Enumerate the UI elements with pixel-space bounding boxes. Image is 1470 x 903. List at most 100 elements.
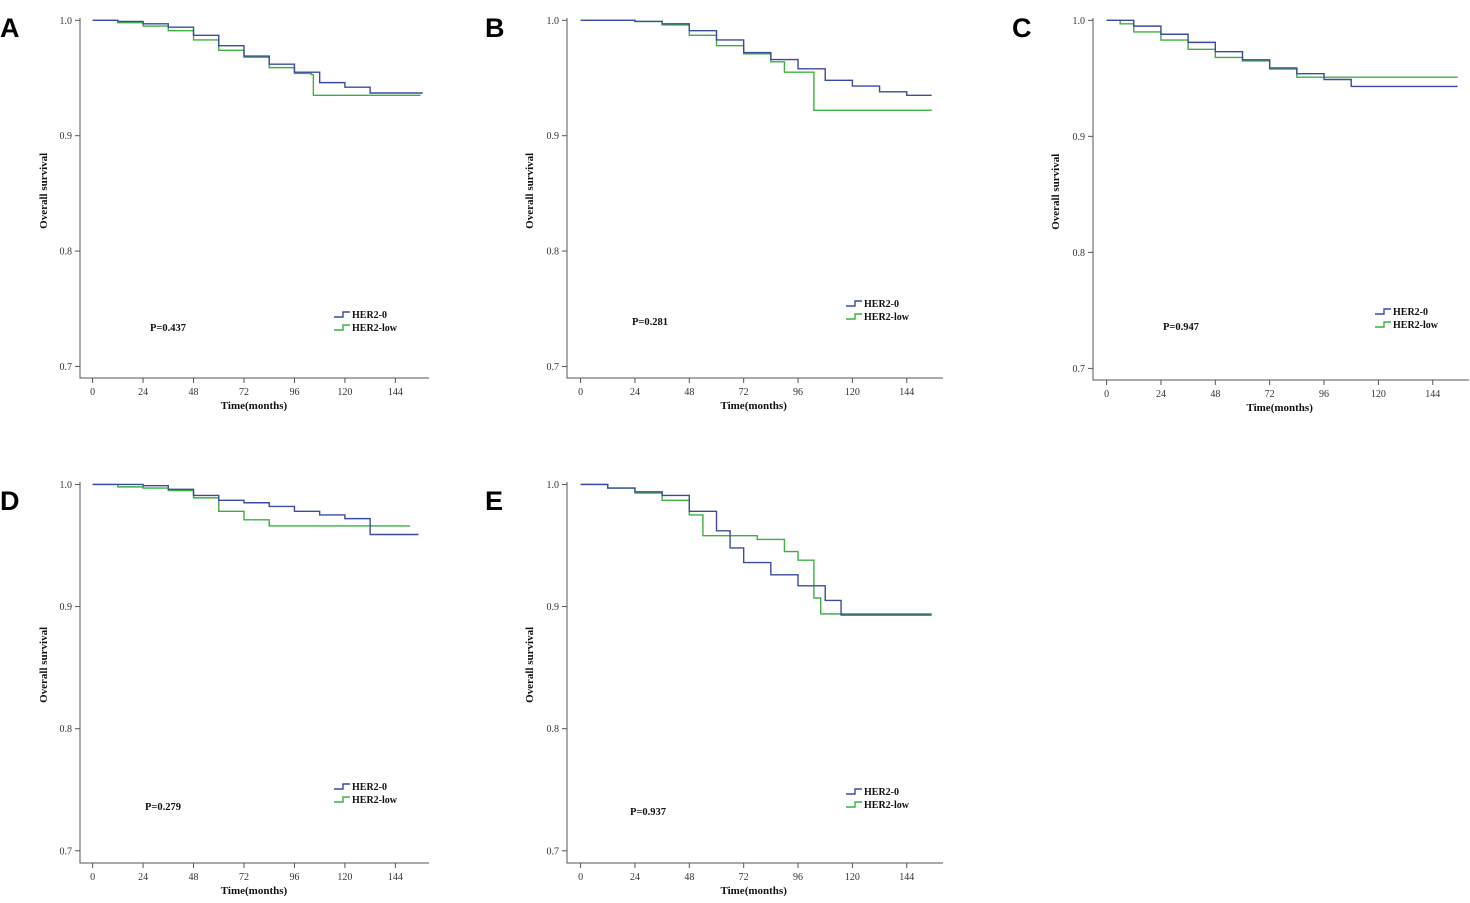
- x-tick-label: 120: [845, 387, 860, 398]
- y-tick-label: 0.8: [547, 724, 560, 735]
- p-value-label: P=0.279: [145, 802, 181, 813]
- x-axis-title: Time(months): [221, 885, 288, 897]
- y-tick-label: 1.0: [547, 16, 560, 27]
- survival-curve-her2-low: [580, 483, 932, 615]
- survival-curve-her2-low: [92, 19, 421, 97]
- panel-letter: A: [0, 13, 20, 43]
- y-tick-label: 1.0: [60, 480, 73, 491]
- x-tick-label: 72: [239, 872, 249, 883]
- y-tick-label: 0.8: [1073, 248, 1086, 259]
- x-tick-label: 144: [1425, 389, 1440, 400]
- x-tick-label: 48: [684, 387, 694, 398]
- y-axis-title: Overall survival: [38, 627, 50, 703]
- panel-letter: B: [485, 13, 505, 43]
- x-tick-label: 0: [578, 387, 583, 398]
- y-tick-label: 0.7: [60, 362, 73, 373]
- x-tick-label: 96: [793, 872, 803, 883]
- y-tick-label: 1.0: [60, 16, 73, 27]
- y-tick-label: 0.9: [60, 602, 73, 613]
- y-axis-title: Overall survival: [524, 153, 536, 229]
- legend-label: HER2-0: [352, 310, 387, 321]
- p-value-label: P=0.947: [1163, 322, 1199, 333]
- y-tick-label: 1.0: [547, 480, 560, 491]
- p-value-label: P=0.937: [630, 807, 666, 818]
- x-tick-label: 72: [739, 872, 749, 883]
- x-tick-label: 120: [337, 387, 352, 398]
- panel-letter: D: [0, 486, 20, 516]
- legend-swatch-her2-low: [1375, 321, 1391, 328]
- y-tick-label: 0.7: [547, 846, 560, 857]
- x-tick-label: 24: [138, 872, 148, 883]
- axis-frame: [1092, 18, 1469, 381]
- survival-curve-her2-0: [92, 19, 423, 94]
- y-tick-label: 0.7: [1073, 364, 1086, 375]
- x-axis-title: Time(months): [720, 885, 787, 897]
- legend-label: HER2-low: [864, 312, 910, 323]
- y-tick-label: 0.7: [60, 846, 73, 857]
- km-panel-d: D 0.7 0.8 0.9 1.0 0 24 48 72 96 120 144 Time(months)…: [0, 480, 429, 897]
- axis-frame: [566, 18, 943, 379]
- survival-curve-her2-0: [92, 483, 419, 536]
- axis-frame: [79, 482, 429, 864]
- y-tick-label: 0.7: [547, 362, 560, 373]
- x-tick-label: 144: [388, 387, 403, 398]
- x-tick-label: 96: [289, 387, 299, 398]
- x-tick-label: 24: [138, 387, 148, 398]
- km-panel-a: A 0.7 0.8 0.9 1.0 0 24 48 72 96 120 144 Time(months)…: [0, 13, 429, 412]
- survival-curve-her2-low: [580, 19, 932, 112]
- y-axis-title: Overall survival: [38, 153, 50, 229]
- x-tick-label: 0: [1104, 389, 1109, 400]
- x-tick-label: 120: [845, 872, 860, 883]
- x-axis-title: Time(months): [221, 400, 288, 412]
- legend-swatch-her2-low: [334, 324, 350, 331]
- y-tick-label: 0.9: [60, 131, 73, 142]
- legend-label: HER2-0: [864, 787, 899, 798]
- legend-swatch-her2-0: [334, 311, 350, 318]
- x-tick-label: 0: [90, 387, 95, 398]
- legend: HER2-0 HER2-low: [846, 787, 910, 811]
- x-tick-label: 72: [239, 387, 249, 398]
- legend-label: HER2-low: [864, 800, 910, 811]
- legend-label: HER2-low: [352, 323, 398, 334]
- y-tick-label: 0.9: [547, 131, 560, 142]
- y-tick-label: 0.9: [547, 602, 560, 613]
- x-tick-label: 120: [1371, 389, 1386, 400]
- legend: HER2-0 HER2-low: [334, 310, 398, 334]
- legend-label: HER2-low: [1393, 320, 1439, 331]
- x-tick-label: 48: [1210, 389, 1220, 400]
- y-tick-label: 0.8: [60, 247, 73, 258]
- km-panel-b: B 0.7 0.8 0.9 1.0 0 24 48 72 96 120 144 Time(months)…: [485, 13, 943, 412]
- survival-curve-her2-low: [1106, 19, 1458, 78]
- survival-curve-her2-0: [580, 483, 932, 616]
- y-tick-label: 0.8: [547, 247, 560, 258]
- legend-swatch-her2-low: [334, 796, 350, 803]
- x-tick-label: 48: [189, 872, 199, 883]
- p-value-label: P=0.281: [632, 317, 668, 328]
- legend-swatch-her2-0: [846, 788, 862, 795]
- x-tick-label: 144: [899, 872, 914, 883]
- x-tick-label: 120: [337, 872, 352, 883]
- km-panel-c: C 0.7 0.8 0.9 1.0 0 24 48 72 96 120 144 Time(months)…: [1012, 13, 1469, 414]
- axis-frame: [79, 18, 429, 379]
- axis-frame: [566, 482, 943, 864]
- x-tick-label: 96: [289, 872, 299, 883]
- x-tick-label: 0: [578, 872, 583, 883]
- y-tick-label: 1.0: [1073, 16, 1086, 27]
- legend-label: HER2-low: [352, 795, 398, 806]
- survival-curve-her2-0: [580, 19, 932, 97]
- x-tick-label: 48: [684, 872, 694, 883]
- x-tick-label: 96: [793, 387, 803, 398]
- legend-swatch-her2-0: [1375, 308, 1391, 315]
- y-axis-title: Overall survival: [1050, 154, 1062, 230]
- x-axis-title: Time(months): [1246, 402, 1313, 414]
- x-tick-label: 48: [189, 387, 199, 398]
- legend-swatch-her2-0: [334, 783, 350, 790]
- x-tick-label: 144: [899, 387, 914, 398]
- legend-swatch-her2-0: [846, 300, 862, 307]
- legend-swatch-her2-low: [846, 801, 862, 808]
- x-tick-label: 72: [739, 387, 749, 398]
- legend: HER2-0 HER2-low: [846, 299, 910, 323]
- p-value-label: P=0.437: [150, 323, 186, 334]
- x-tick-label: 24: [630, 387, 640, 398]
